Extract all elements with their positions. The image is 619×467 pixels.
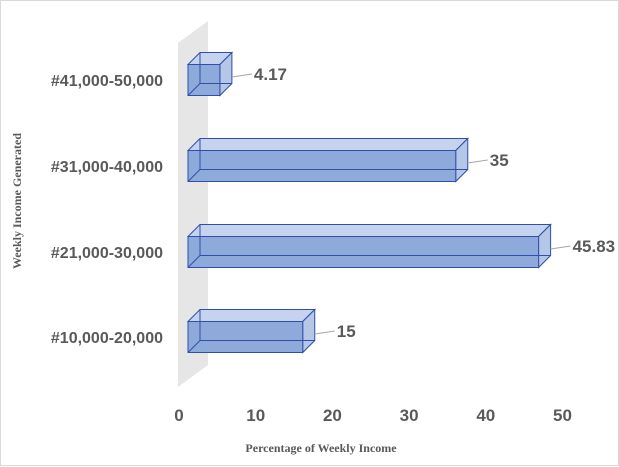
side-wall [178,21,208,387]
y-axis-title: Weekly Income Generated [10,133,24,269]
category-label: #41,000-50,000 [51,73,163,90]
category-label: #21,000-30,000 [51,245,163,262]
bar-top-face [186,309,316,322]
bar-back-edge [187,255,201,268]
x-tick-label: 30 [400,406,419,425]
bars-layer: 15 45.83 35 4.17 [186,51,616,354]
category-label: #31,000-40,000 [51,159,163,176]
category-label: #10,000-20,000 [51,330,163,347]
x-tick-label: 40 [476,406,495,425]
bar-group: 15 [186,308,356,354]
bar-top-face [186,224,552,237]
data-label: 35 [490,151,509,170]
data-label: 4.17 [254,65,287,84]
bar [187,321,304,353]
bar-group: 4.17 [186,51,287,97]
bar [187,150,457,182]
x-tick-labels: 0 10 20 30 40 50 [174,406,572,425]
data-label-leader [314,330,335,335]
data-label: 45.83 [573,237,616,256]
data-label-leader [231,73,252,78]
x-tick-label: 0 [174,406,183,425]
data-label-leader [467,159,488,164]
bar-top-face [186,138,469,151]
x-axis-title: Percentage of Weekly Income [245,441,397,455]
x-tick-label: 20 [323,406,342,425]
x-tick-label: 50 [553,406,572,425]
bar-group: 45.83 [186,223,616,269]
data-label-leader [550,245,571,250]
bar-back-edge [187,340,201,353]
category-labels: #10,000-20,000 #21,000-30,000 #31,000-40,0… [51,73,163,347]
bar-back-edge [187,83,201,96]
bar [187,236,540,268]
x-tick-label: 10 [246,406,265,425]
bar-back-edge [187,169,201,182]
bar-group: 35 [186,137,509,183]
data-label: 15 [337,322,356,341]
